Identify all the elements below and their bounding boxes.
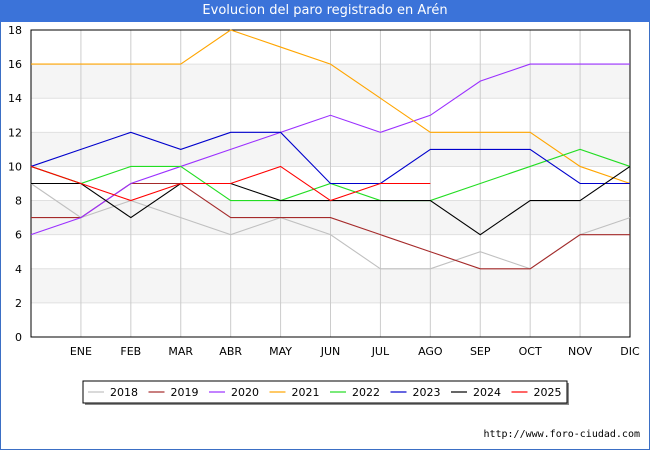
series-line-2025 xyxy=(30,165,431,202)
x-tick-label: AGO xyxy=(418,345,443,358)
x-tick-label: JUN xyxy=(320,345,341,358)
x-tick-label: OCT xyxy=(519,345,542,358)
y-tick-label: 6 xyxy=(15,229,22,242)
x-tick-label: ENE xyxy=(70,345,92,358)
x-tick-label: SEP xyxy=(470,345,491,358)
legend-label-2018: 2018 xyxy=(110,386,138,399)
x-tick-label: NOV xyxy=(568,345,593,358)
y-tick-label: 14 xyxy=(8,92,22,105)
series-line-2023 xyxy=(30,131,630,185)
y-tick-label: 8 xyxy=(15,195,22,208)
y-tick-label: 4 xyxy=(15,263,22,276)
x-tick-label: DIC xyxy=(620,345,640,358)
x-tick-label: FEB xyxy=(120,345,141,358)
y-tick-label: 16 xyxy=(8,58,22,71)
legend-label-2023: 2023 xyxy=(413,386,441,399)
legend-label-2021: 2021 xyxy=(292,386,320,399)
y-tick-label: 18 xyxy=(8,24,22,37)
y-tick-label: 2 xyxy=(15,297,22,310)
y-tick-label: 10 xyxy=(8,160,22,173)
source-url: http://www.foro-ciudad.com xyxy=(483,429,640,440)
legend-label-2025: 2025 xyxy=(534,386,562,399)
legend-label-2020: 2020 xyxy=(231,386,259,399)
x-tick-label: MAR xyxy=(168,345,193,358)
y-tick-label: 12 xyxy=(8,126,22,139)
series-line-2021 xyxy=(31,29,631,185)
x-tick-label: ABR xyxy=(219,345,242,358)
legend-label-2022: 2022 xyxy=(352,386,380,399)
x-tick-label: JUL xyxy=(371,345,390,358)
legend-label-2019: 2019 xyxy=(171,386,199,399)
series-line-2020 xyxy=(30,63,630,236)
legend-label-2024: 2024 xyxy=(473,386,501,399)
x-tick-label: MAY xyxy=(269,345,292,358)
y-tick-label: 0 xyxy=(15,331,22,344)
chart-title: Evolucion del paro registrado en Arén xyxy=(0,0,650,22)
legend-box xyxy=(82,380,568,404)
